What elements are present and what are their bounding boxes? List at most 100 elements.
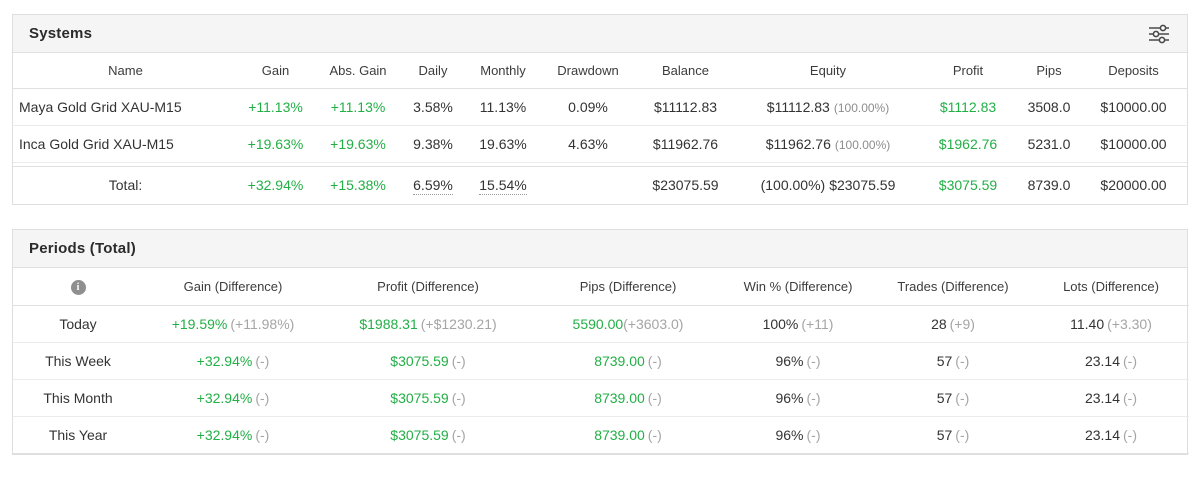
period-win: 96% (-) <box>723 342 873 380</box>
period-label: Today <box>13 305 143 343</box>
total-label: Total: <box>13 166 238 204</box>
gain-value: +19.59% <box>171 315 228 332</box>
profit-value: $1988.31 <box>359 315 418 332</box>
win-value: 96% <box>775 426 804 443</box>
col-gain-difference: Gain (Difference) <box>143 267 323 306</box>
equity-value: $11962.76 <box>765 136 831 152</box>
period-win: 100% (+11) <box>723 305 873 343</box>
total-abs-gain: +15.38% <box>313 166 403 204</box>
gain-diff: (-) <box>255 352 270 369</box>
system-gain: +19.63% <box>238 125 313 163</box>
period-label: This Week <box>13 342 143 380</box>
gain-diff: (-) <box>255 389 270 406</box>
win-diff: (-) <box>806 426 821 443</box>
col-period: i <box>13 267 143 306</box>
total-daily-tooltip[interactable]: 6.59% <box>413 177 453 196</box>
profit-value: $3075.59 <box>390 389 449 406</box>
total-monthly-tooltip[interactable]: 15.54% <box>479 177 527 196</box>
periods-panel: Periods (Total) i Gain (Difference) Prof… <box>12 228 1189 455</box>
col-equity: Equity <box>738 53 918 89</box>
profit-diff: (-) <box>451 389 466 406</box>
total-gain: +32.94% <box>238 166 313 204</box>
period-pips: 8739.00 (-) <box>533 379 723 417</box>
systems-header-row: Name Gain Abs. Gain Daily Monthly Drawdo… <box>13 53 1187 89</box>
systems-table: Name Gain Abs. Gain Daily Monthly Drawdo… <box>13 53 1187 204</box>
col-profit-difference: Profit (Difference) <box>323 267 533 306</box>
period-win: 96% (-) <box>723 379 873 417</box>
system-deposits: $10000.00 <box>1080 88 1187 126</box>
period-profit: $3075.59 (-) <box>323 379 533 417</box>
lots-value: 23.14 <box>1084 426 1121 443</box>
lots-diff: (-) <box>1123 426 1138 443</box>
profit-diff: (-) <box>451 426 466 443</box>
systems-panel: Systems Name Gain Abs. Gain Daily <box>12 14 1188 205</box>
period-trades: 57 (-) <box>873 416 1033 454</box>
pips-value: 5590.00 <box>572 315 624 332</box>
trades-value: 57 <box>936 426 953 443</box>
col-pips: Pips <box>1018 53 1080 89</box>
system-row-inca[interactable]: Inca Gold Grid XAU-M15 +19.63% +19.63% 9… <box>13 125 1187 163</box>
lots-value: 23.14 <box>1084 352 1121 369</box>
system-balance: $11962.76 <box>633 125 738 163</box>
period-win: 96% (-) <box>723 416 873 454</box>
period-row-this-month: This Month +32.94% (-) $3075.59 (-) 8739.0… <box>13 379 1189 417</box>
period-trades: 57 (-) <box>873 342 1033 380</box>
period-lots: 11.40 (+3.30) <box>1033 305 1189 343</box>
period-label: This Month <box>13 379 143 417</box>
lots-diff: (-) <box>1123 389 1138 406</box>
system-daily: 9.38% <box>403 125 463 163</box>
period-profit: $3075.59 (-) <box>323 342 533 380</box>
trades-diff: (-) <box>955 352 970 369</box>
system-balance: $11112.83 <box>633 88 738 126</box>
col-name: Name <box>13 53 238 89</box>
col-lots-difference: Lots (Difference) <box>1033 267 1189 306</box>
system-row-maya[interactable]: Maya Gold Grid XAU-M15 +11.13% +11.13% 3… <box>13 88 1187 126</box>
total-deposits: $20000.00 <box>1080 166 1187 204</box>
col-abs-gain: Abs. Gain <box>313 53 403 89</box>
period-lots: 23.14 (-) <box>1033 379 1189 417</box>
pips-value: 8739.00 <box>594 426 645 443</box>
col-monthly: Monthly <box>463 53 543 89</box>
win-value: 100% <box>762 315 799 332</box>
win-value: 96% <box>775 352 804 369</box>
total-daily: 6.59% <box>403 166 463 204</box>
col-daily: Daily <box>403 53 463 89</box>
period-row-this-week: This Week +32.94% (-) $3075.59 (-) 8739.00… <box>13 342 1189 380</box>
periods-header-row: i Gain (Difference) Profit (Difference) … <box>13 267 1189 306</box>
period-pips: 5590.00(+3603.0) <box>533 305 723 343</box>
info-icon[interactable]: i <box>70 279 86 295</box>
gain-diff: (-) <box>255 426 270 443</box>
system-daily: 3.58% <box>403 88 463 126</box>
col-balance: Balance <box>633 53 738 89</box>
systems-title: Systems <box>29 25 93 42</box>
period-profit: $3075.59 (-) <box>323 416 533 454</box>
periods-title: Periods (Total) <box>29 239 136 257</box>
system-monthly: 11.13% <box>463 88 543 126</box>
system-pips: 5231.0 <box>1018 125 1080 163</box>
total-drawdown <box>543 166 633 204</box>
system-pips: 3508.0 <box>1018 88 1080 126</box>
system-profit: $1112.83 <box>918 88 1018 126</box>
total-monthly: 15.54% <box>463 166 543 204</box>
equity-percent: (100.00%) <box>833 101 890 115</box>
gain-value: +32.94% <box>196 352 253 369</box>
trades-diff: (-) <box>955 426 970 443</box>
period-profit: $1988.31 (+$1230.21) <box>323 305 533 343</box>
system-abs-gain: +19.63% <box>313 125 403 163</box>
period-row-today: Today +19.59% (+11.98%) $1988.31 (+$1230.2… <box>13 305 1189 343</box>
filter-sliders-icon[interactable] <box>1147 23 1171 45</box>
col-pips-difference: Pips (Difference) <box>533 267 723 306</box>
pips-diff: (-) <box>647 426 662 443</box>
lots-diff: (+3.30) <box>1107 315 1152 332</box>
win-value: 96% <box>775 389 804 406</box>
total-profit: $3075.59 <box>918 166 1018 204</box>
equity-value: $11112.83 <box>766 99 830 115</box>
equity-value: $23075.59 <box>829 177 896 194</box>
system-abs-gain: +11.13% <box>313 88 403 126</box>
system-equity: $11962.76 (100.00%) <box>738 125 918 163</box>
system-deposits: $10000.00 <box>1080 125 1187 163</box>
lots-value: 23.14 <box>1084 389 1121 406</box>
periods-panel-header: Periods (Total) <box>13 229 1187 268</box>
pips-diff: (-) <box>647 352 662 369</box>
period-gain: +32.94% (-) <box>143 379 323 417</box>
